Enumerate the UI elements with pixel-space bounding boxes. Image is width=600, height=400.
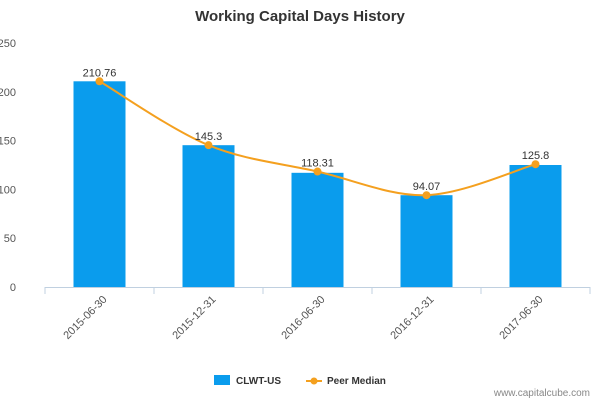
- peer-median-point[interactable]: [204, 141, 213, 150]
- legend-bar-label: CLWT-US: [236, 376, 281, 387]
- y-tick-label: 200: [0, 87, 16, 99]
- x-tick-label: 2015-06-30: [61, 294, 109, 342]
- x-tick-label: 2016-06-30: [279, 294, 327, 342]
- x-tick-label: 2016-12-31: [388, 294, 436, 342]
- chart-title: Working Capital Days History: [195, 8, 405, 25]
- y-tick-label: 0: [10, 282, 16, 294]
- y-tick-label: 50: [4, 233, 16, 245]
- data-label: 125.8: [522, 150, 550, 162]
- bar[interactable]: [509, 165, 562, 287]
- y-tick-label: 250: [0, 38, 16, 50]
- data-label: 94.07: [413, 181, 441, 193]
- peer-median-point[interactable]: [531, 160, 540, 169]
- legend[interactable]: CLWT-US Peer Median: [214, 375, 386, 387]
- bar[interactable]: [182, 145, 235, 287]
- y-tick-label: 150: [0, 136, 16, 148]
- bar[interactable]: [400, 195, 453, 287]
- bar[interactable]: [291, 172, 344, 287]
- legend-bar-swatch: [214, 375, 230, 385]
- bar[interactable]: [73, 81, 126, 287]
- peer-median-point[interactable]: [422, 191, 431, 200]
- data-label: 145.3: [195, 131, 223, 143]
- y-axis: 0 50 100 150 200 250: [0, 38, 16, 294]
- legend-line-marker: [310, 377, 318, 385]
- legend-line-label: Peer Median: [327, 376, 386, 387]
- peer-median-point[interactable]: [313, 167, 322, 176]
- line-series: [95, 77, 540, 200]
- data-labels: 210.76 145.3 118.31 94.07 125.8: [83, 67, 550, 193]
- legend-item-bar[interactable]: CLWT-US: [214, 375, 281, 387]
- bar-series: [73, 81, 562, 287]
- watermark: www.capitalcube.com: [493, 388, 590, 399]
- x-tick-label: 2015-12-31: [170, 294, 218, 342]
- data-label: 210.76: [83, 67, 117, 79]
- peer-median-point[interactable]: [95, 77, 104, 86]
- x-tick-label: 2017-06-30: [497, 294, 545, 342]
- y-tick-label: 100: [0, 184, 16, 196]
- legend-item-line[interactable]: Peer Median: [306, 376, 386, 387]
- x-axis: 2015-06-30 2015-12-31 2016-06-30 2016-12-31…: [44, 287, 591, 342]
- data-label: 118.31: [301, 158, 334, 170]
